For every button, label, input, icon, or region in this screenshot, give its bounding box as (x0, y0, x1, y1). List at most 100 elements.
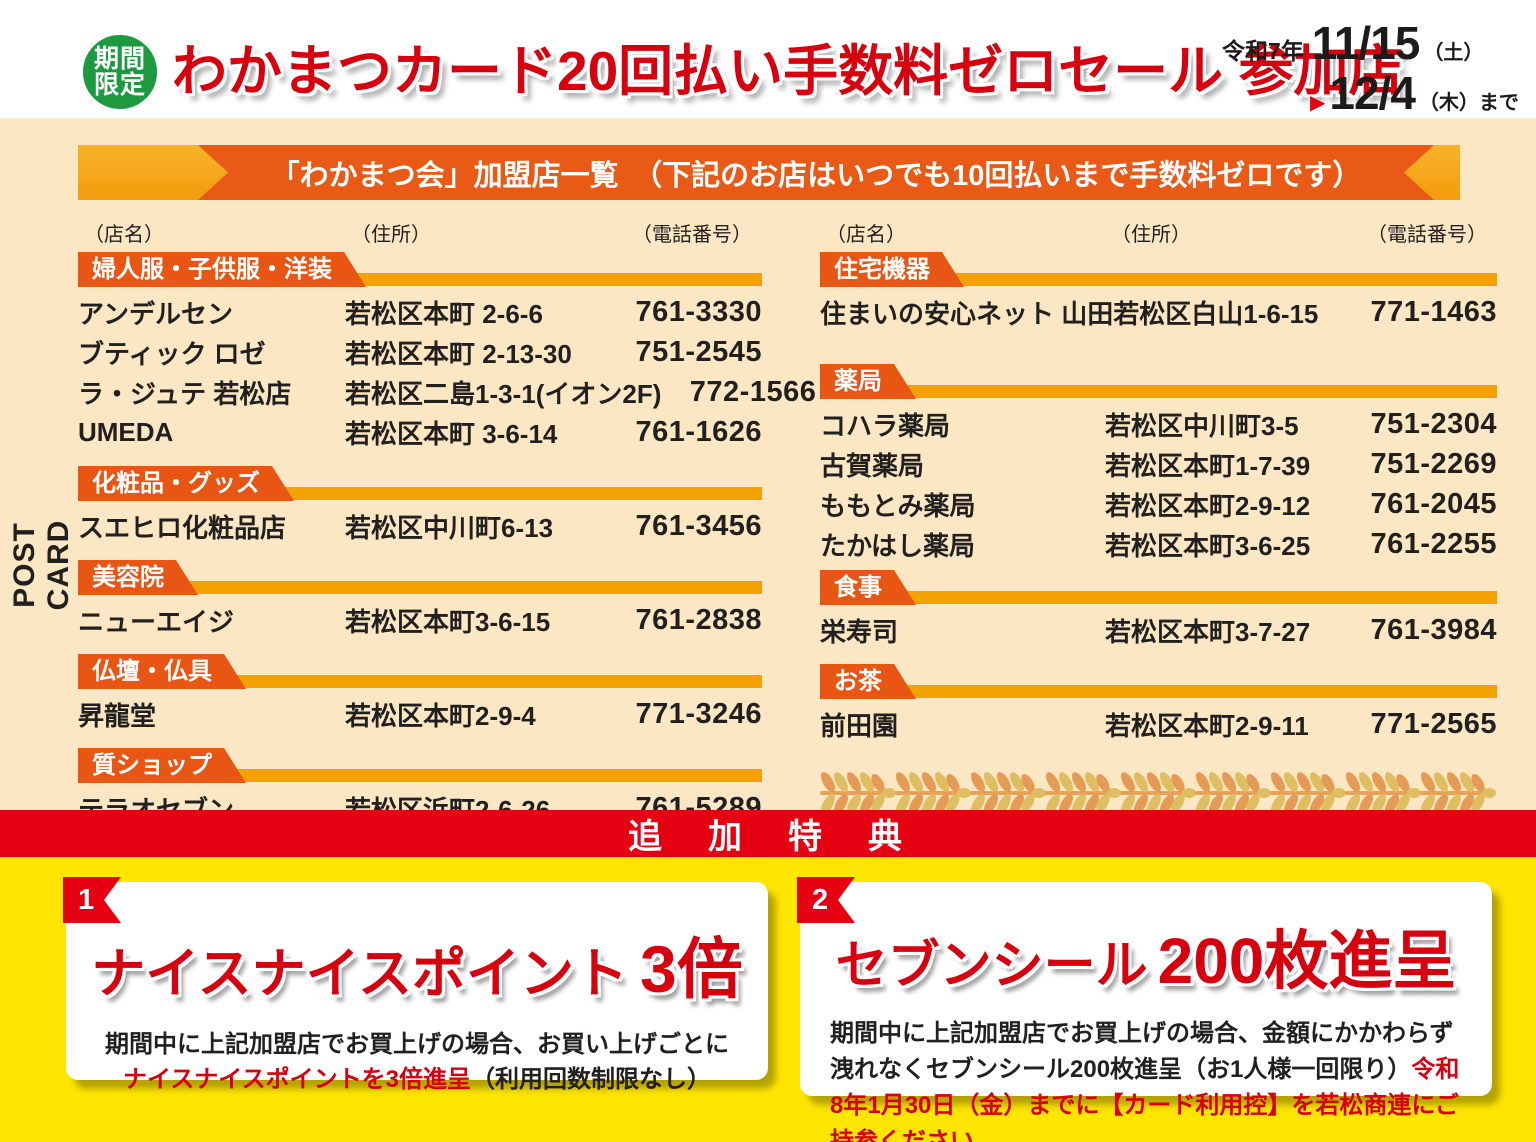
store-phone: 772-1566 (689, 375, 817, 408)
category-label: 住宅機器 (820, 252, 964, 287)
period-end-suffix: （木）まで (1418, 92, 1519, 114)
period-start-line: 令和7年 11/15 （土） (1222, 16, 1522, 70)
store-row: スエヒロ化粧品店 若松区中川町6-13 761-3456 (78, 506, 762, 546)
category-section-butsudan: 仏壇・仏具 昇龍堂 若松区本町2-9-4 771-3246 (78, 654, 762, 734)
category-band: 仏壇・仏具 (78, 654, 762, 689)
store-phone: 761-2838 (635, 603, 762, 636)
store-name: ニューエイジ (78, 606, 235, 637)
store-address: 若松区本町 2-6-6 (345, 298, 543, 329)
offer-description: 期間中に上記加盟店でお買上げの場合、お買い上げごとに ナイスナイスポイントを3倍… (66, 1028, 768, 1098)
header-phone: （電話番号） (632, 224, 752, 246)
category-section-beauty-salon: 美容院 ニューエイジ 若松区本町3-6-15 761-2838 (78, 560, 762, 640)
extra-benefits-title: 追 加 特 典 (628, 818, 908, 856)
category-underline (78, 769, 762, 782)
store-address: 若松区本町2-9-11 (1105, 710, 1309, 741)
store-name: 昇龍堂 (78, 700, 157, 731)
period-end-date: 12/4 (1329, 67, 1416, 119)
category-underline (820, 591, 1497, 604)
store-name: ラ・ジュテ 若松店 (78, 378, 292, 409)
store-row: 古賀薬局 若松区本町1-7-39 751-2269 (820, 444, 1497, 484)
store-name: スエヒロ化粧品店 (78, 512, 287, 543)
limited-period-badge: 期間 限定 (80, 32, 160, 112)
store-phone: 771-1463 (1370, 295, 1497, 328)
category-label: 薬局 (820, 364, 916, 399)
extra-benefits-banner: 追 加 特 典 (0, 810, 1536, 857)
category-section-cosmetics: 化粧品・グッズ スエヒロ化粧品店 若松区中川町6-13 761-3456 (78, 466, 762, 546)
category-label: 質ショップ (78, 748, 246, 783)
header-phone: （電話番号） (1367, 224, 1487, 246)
store-address: 若松区中川町3-5 (1105, 410, 1299, 441)
column-headers: （店名） （住所） （電話番号） (78, 218, 762, 252)
store-phone: 771-3246 (635, 697, 762, 730)
store-phone: 751-2269 (1370, 447, 1497, 480)
member-banner: 「わかまつ会」加盟店一覧 （下記のお店はいつでも10回払いまで手数料ゼロです） (78, 145, 1460, 200)
badge-line1: 期間 (93, 44, 146, 73)
store-row: たかはし薬局 若松区本町3-6-25 761-2255 (820, 524, 1497, 564)
store-name: たかはし薬局 (820, 530, 975, 561)
category-band: 化粧品・グッズ (78, 466, 762, 501)
category-section-housing-equipment: 住宅機器 住まいの安心ネット 山田 若松区白山1-6-15 771-1463 (820, 252, 1497, 332)
period-start-date: 11/15 (1311, 17, 1421, 69)
category-underline (820, 273, 1497, 286)
store-phone: 771-2565 (1370, 707, 1497, 740)
store-list-area: 「わかまつ会」加盟店一覧 （下記のお店はいつでも10回払いまで手数料ゼロです） … (0, 118, 1536, 825)
store-row: UMEDA 若松区本町 3-6-14 761-1626 (78, 412, 762, 452)
store-name: 古賀薬局 (820, 450, 925, 481)
store-address: 若松区二島1-3-1(イオン2F) (345, 378, 662, 409)
offer-title-emphasis: 200枚進呈 (1157, 925, 1457, 997)
store-phone: 751-2545 (635, 335, 762, 368)
category-section-pawn-shop: 質ショップ テラオセブン 若松区浜町2-6-26 761-5289 (78, 748, 762, 828)
category-band: 食事 (820, 570, 1497, 605)
period-era: 令和7年 (1222, 38, 1304, 64)
category-band: 薬局 (820, 364, 1497, 399)
period-end-line: ▶ 12/4 （木）まで (1310, 66, 1522, 120)
store-address: 若松区中川町6-13 (345, 512, 554, 543)
sale-period: 令和7年 11/15 （土） ▶ 12/4 （木）まで (1222, 16, 1522, 120)
header: 期間 限定 わかまつカード20回払い手数料ゼロセール 参加店 令和7年 11/1… (0, 0, 1536, 120)
category-label: 仏壇・仏具 (78, 654, 246, 689)
store-name: 前田園 (820, 710, 899, 741)
store-name: コハラ薬局 (820, 410, 951, 441)
offer-desc-red: 令和8年1月30日（金）までに【カード利用控】を若松商連にご持参ください。 (830, 1056, 1460, 1142)
store-column-left: （店名） （住所） （電話番号） 婦人服・子供服・洋装 アンデルセン 若松区本町… (78, 218, 816, 842)
store-address: 若松区本町3-6-15 (345, 606, 551, 637)
category-band: 美容院 (78, 560, 762, 595)
offer-title: ナイスナイスポイント 3倍 (66, 916, 768, 1012)
offer-title-emphasis: 3倍 (640, 932, 743, 1006)
store-name: 栄寿司 (820, 616, 899, 647)
category-underline (820, 685, 1497, 698)
offer-desc-line2-black: （利用回数制限なし） (470, 1065, 711, 1093)
store-row: ラ・ジュテ 若松店 若松区二島1-3-1(イオン2F) 772-1566 (78, 372, 816, 412)
category-label: 化粧品・グッズ (78, 466, 294, 501)
store-phone: 761-3984 (1370, 613, 1497, 646)
store-row: ももとみ薬局 若松区本町2-9-12 761-2045 (820, 484, 1497, 524)
category-band: 住宅機器 (820, 252, 1497, 287)
store-name: ブティック ロゼ (78, 338, 266, 369)
category-label: お茶 (820, 664, 916, 699)
category-underline (78, 581, 762, 594)
offer-number-badge: 1 (63, 877, 121, 923)
store-address: 若松区本町3-7-27 (1105, 616, 1311, 647)
header-address: （住所） (351, 224, 431, 246)
store-row: ニューエイジ 若松区本町3-6-15 761-2838 (78, 600, 762, 640)
offer-desc-line2-red: ナイスナイスポイントを3倍進呈 (123, 1065, 471, 1093)
category-label: 婦人服・子供服・洋装 (78, 252, 366, 287)
category-section-pharmacy: 薬局 コハラ薬局 若松区中川町3-5 751-2304 古賀薬局 若松区本町1-… (820, 364, 1497, 564)
store-phone: 761-1626 (635, 415, 762, 448)
category-section-dining: 食事 栄寿司 若松区本町3-7-27 761-3984 (820, 570, 1497, 650)
store-row: コハラ薬局 若松区中川町3-5 751-2304 (820, 404, 1497, 444)
store-address: 若松区本町2-9-4 (345, 700, 536, 731)
store-phone: 761-3456 (635, 509, 762, 542)
offer-title: セブンシール 200枚進呈 (800, 910, 1492, 1002)
member-banner-text: 「わかまつ会」加盟店一覧 （下記のお店はいつでも10回払いまで手数料ゼロです） (270, 159, 1362, 192)
header-address: （住所） (1111, 224, 1191, 246)
offer-desc-line1: 期間中に上記加盟店でお買上げの場合、お買い上げごとに (105, 1031, 729, 1058)
offer-description: 期間中に上記加盟店でお買上げの場合、金額にかかわらず洩れなくセブンシール200枚… (830, 1016, 1462, 1142)
member-banner-ribbon: 「わかまつ会」加盟店一覧 （下記のお店はいつでも10回払いまで手数料ゼロです） (198, 145, 1434, 200)
extra-benefits-area: 1 ナイスナイスポイント 3倍 期間中に上記加盟店でお買上げの場合、お買い上げご… (0, 857, 1536, 1142)
page-title: わかまつカード20回払い手数料ゼロセール 参加店 (172, 40, 1404, 102)
store-row: 栄寿司 若松区本町3-7-27 761-3984 (820, 610, 1497, 650)
store-address: 若松区本町2-9-12 (1105, 490, 1311, 521)
category-label: 美容院 (78, 560, 198, 595)
